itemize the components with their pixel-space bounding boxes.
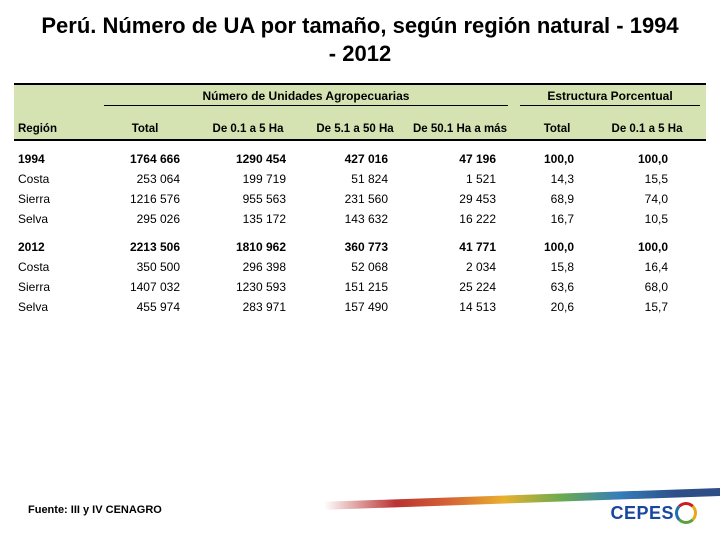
cell: 25 224	[406, 280, 514, 294]
row-label: Costa	[14, 172, 98, 186]
header-pct-total: Total	[514, 123, 600, 135]
cell: 52 068	[304, 260, 406, 274]
cell: 955 563	[192, 192, 304, 206]
cell: 16,4	[600, 260, 694, 274]
header-col-a: De 0.1 a 5 Ha	[192, 123, 304, 135]
cell: 143 632	[304, 212, 406, 226]
cell: 231 560	[304, 192, 406, 206]
row-label: Selva	[14, 212, 98, 226]
row-label: Sierra	[14, 280, 98, 294]
table-row: Costa 253 064 199 719 51 824 1 521 14,3 …	[14, 169, 706, 189]
cell: 151 215	[304, 280, 406, 294]
cell: 157 490	[304, 300, 406, 314]
row-label: Selva	[14, 300, 98, 314]
cell: 1230 593	[192, 280, 304, 294]
cell: 29 453	[406, 192, 514, 206]
header-group-pct: Estructura Porcentual	[520, 89, 700, 106]
cell: 296 398	[192, 260, 304, 274]
cell: 15,5	[600, 172, 694, 186]
cell: 1 521	[406, 172, 514, 186]
cell: 360 773	[304, 240, 406, 254]
cell: 41 771	[406, 240, 514, 254]
cell: 100,0	[514, 240, 600, 254]
table-row: 2012 2213 506 1810 962 360 773 41 771 10…	[14, 237, 706, 257]
page-title: Perú. Número de UA por tamaño, según reg…	[0, 0, 720, 73]
header-pct-a: De 0.1 a 5 Ha	[600, 123, 694, 135]
cell: 427 016	[304, 152, 406, 166]
row-label: Sierra	[14, 192, 98, 206]
table-row: Sierra 1216 576 955 563 231 560 29 453 6…	[14, 189, 706, 209]
source-label: Fuente: III y IV CENAGRO	[28, 504, 162, 516]
cell: 14 513	[406, 300, 514, 314]
cell: 2213 506	[98, 240, 192, 254]
cell: 1290 454	[192, 152, 304, 166]
cell: 455 974	[98, 300, 192, 314]
cell: 350 500	[98, 260, 192, 274]
cell: 1216 576	[98, 192, 192, 206]
cell: 100,0	[600, 240, 694, 254]
cell: 15,7	[600, 300, 694, 314]
header-region: Región	[14, 123, 98, 135]
cell: 135 172	[192, 212, 304, 226]
cepes-logo: CEPES	[610, 502, 698, 524]
cell: 16,7	[514, 212, 600, 226]
cell: 295 026	[98, 212, 192, 226]
row-label: Costa	[14, 260, 98, 274]
cell: 51 824	[304, 172, 406, 186]
cell: 1810 962	[192, 240, 304, 254]
cell: 253 064	[98, 172, 192, 186]
cell: 1764 666	[98, 152, 192, 166]
cell: 1407 032	[98, 280, 192, 294]
table-row: Costa 350 500 296 398 52 068 2 034 15,8 …	[14, 257, 706, 277]
cell: 20,6	[514, 300, 600, 314]
table-row: Sierra 1407 032 1230 593 151 215 25 224 …	[14, 277, 706, 297]
cell: 199 719	[192, 172, 304, 186]
cell: 16 222	[406, 212, 514, 226]
cell: 47 196	[406, 152, 514, 166]
cell: 14,3	[514, 172, 600, 186]
logo-arc-icon	[675, 502, 697, 524]
table-row: Selva 455 974 283 971 157 490 14 513 20,…	[14, 297, 706, 317]
cell: 2 034	[406, 260, 514, 274]
year-label: 2012	[14, 240, 98, 254]
cell: 68,9	[514, 192, 600, 206]
data-table: Número de Unidades Agropecuarias Estruct…	[0, 73, 720, 317]
header-group-counts: Número de Unidades Agropecuarias	[104, 89, 508, 106]
header-col-b: De 5.1 a 50 Ha	[304, 123, 406, 135]
table-row: Selva 295 026 135 172 143 632 16 222 16,…	[14, 209, 706, 229]
cell: 63,6	[514, 280, 600, 294]
year-label: 1994	[14, 152, 98, 166]
logo-text: CEPES	[610, 503, 674, 524]
cell: 68,0	[600, 280, 694, 294]
table-row: 1994 1764 666 1290 454 427 016 47 196 10…	[14, 149, 706, 169]
cell: 100,0	[600, 152, 694, 166]
cell: 10,5	[600, 212, 694, 226]
table-header: Número de Unidades Agropecuarias Estruct…	[14, 83, 706, 141]
cell: 15,8	[514, 260, 600, 274]
cell: 100,0	[514, 152, 600, 166]
cell: 74,0	[600, 192, 694, 206]
header-col-c: De 50.1 Ha a más	[406, 123, 514, 135]
header-total: Total	[98, 123, 192, 135]
cell: 283 971	[192, 300, 304, 314]
